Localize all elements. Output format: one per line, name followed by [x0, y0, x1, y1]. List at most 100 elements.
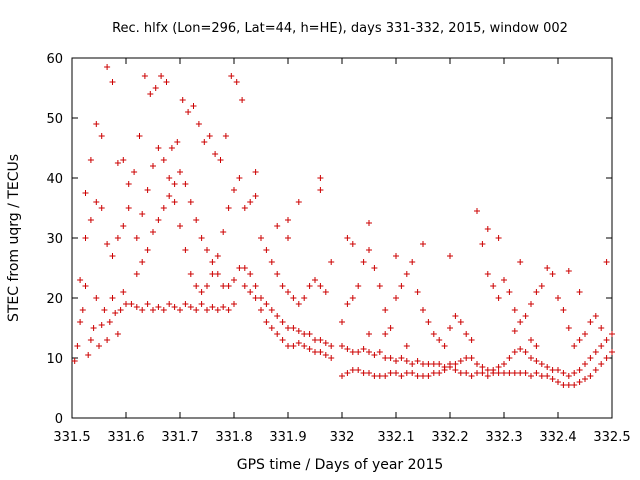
data-point: [484, 226, 491, 232]
data-point: [565, 373, 572, 379]
data-point: [603, 259, 610, 265]
x-tick: 331.7: [161, 58, 199, 445]
data-point: [344, 301, 351, 307]
data-point: [528, 355, 534, 361]
data-point: [241, 265, 248, 271]
data-point: [576, 379, 583, 385]
data-point: [117, 307, 124, 313]
data-point: [506, 370, 513, 376]
data-point: [220, 229, 227, 235]
data-point: [382, 355, 389, 361]
data-point: [452, 367, 459, 373]
data-point: [160, 307, 167, 313]
y-axis-label: STEC from uqrg / TECUs: [6, 154, 22, 322]
data-point: [285, 217, 291, 223]
data-point: [457, 319, 464, 325]
data-point: [274, 313, 281, 319]
data-point: [152, 85, 159, 91]
data-point: [468, 355, 475, 361]
data-point: [511, 307, 518, 313]
data-point: [160, 205, 167, 211]
data-point: [79, 307, 86, 313]
data-point: [565, 268, 572, 274]
data-point: [371, 265, 378, 271]
data-point: [403, 370, 410, 376]
data-point: [592, 313, 599, 319]
data-point: [85, 352, 92, 358]
data-point: [87, 337, 94, 343]
data-point: [398, 283, 405, 289]
data-point: [549, 367, 556, 373]
data-point: [571, 343, 578, 349]
data-point: [290, 343, 297, 349]
y-tick-label: 50: [46, 112, 63, 127]
data-point: [112, 310, 119, 316]
data-point: [204, 283, 210, 289]
x-tick: 331.6: [107, 58, 145, 445]
data-point: [479, 364, 486, 370]
data-point: [239, 97, 246, 103]
data-point: [106, 319, 113, 325]
data-point: [598, 343, 605, 349]
data-point: [182, 301, 189, 307]
data-point: [582, 376, 588, 382]
data-point: [155, 145, 162, 151]
data-point: [506, 289, 513, 295]
data-point: [74, 343, 81, 349]
data-point: [120, 157, 127, 163]
data-point: [274, 331, 281, 337]
data-point: [204, 247, 210, 253]
data-point: [603, 355, 610, 361]
data-point: [414, 373, 421, 379]
data-point: [360, 370, 367, 376]
data-point: [576, 289, 583, 295]
data-point: [120, 289, 127, 295]
y-tick-label: 30: [46, 232, 63, 247]
data-point: [252, 283, 259, 289]
data-point: [544, 265, 551, 271]
data-point: [155, 304, 162, 310]
data-point: [538, 361, 545, 367]
data-point: [533, 358, 540, 364]
data-point: [247, 199, 254, 205]
data-point: [279, 283, 286, 289]
data-point: [560, 307, 567, 313]
data-point: [517, 370, 524, 376]
data-point: [166, 193, 173, 199]
x-tick-label: 332: [330, 430, 355, 445]
data-point: [101, 307, 108, 313]
data-point: [495, 370, 502, 376]
data-point: [441, 343, 448, 349]
x-tick: 331.5: [53, 58, 91, 445]
data-point: [398, 373, 405, 379]
data-point: [166, 175, 173, 181]
data-point: [371, 352, 378, 358]
data-point: [317, 337, 324, 343]
data-point: [179, 97, 186, 103]
data-point: [360, 259, 367, 265]
x-tick-label: 331.7: [161, 430, 198, 445]
y-tick: 20: [46, 292, 612, 307]
data-point: [576, 367, 583, 373]
data-point: [376, 349, 383, 355]
data-point: [252, 193, 259, 199]
data-point: [533, 289, 540, 295]
data-point: [98, 322, 105, 328]
x-tick-label: 332.1: [377, 430, 414, 445]
data-point: [144, 247, 151, 253]
data-point: [96, 343, 102, 349]
data-point: [393, 295, 399, 301]
data-point: [511, 370, 518, 376]
data-point: [560, 370, 567, 376]
data-point: [225, 283, 232, 289]
data-point: [214, 307, 221, 313]
data-point: [217, 157, 224, 163]
data-point: [603, 337, 610, 343]
data-point: [171, 181, 178, 187]
data-point: [555, 295, 561, 301]
data-point: [198, 289, 205, 295]
data-point: [198, 301, 205, 307]
data-point: [109, 295, 116, 301]
data-point: [549, 271, 556, 277]
data-point: [82, 283, 89, 289]
